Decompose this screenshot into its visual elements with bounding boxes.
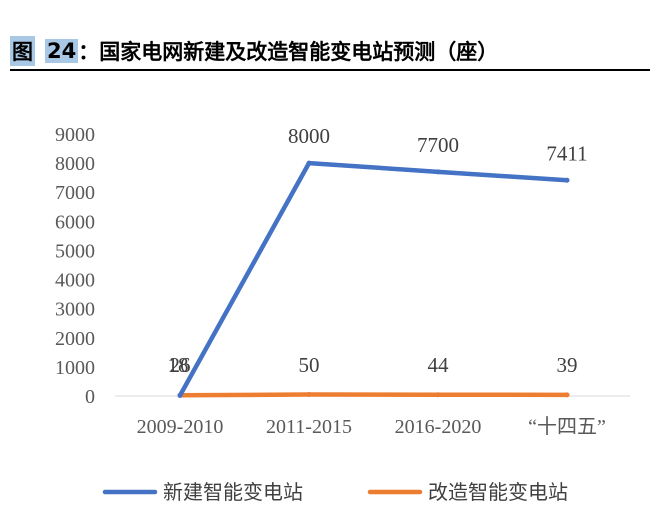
figure-title: 图 24 ：国家电网新建及改造智能变电站预测（座） bbox=[10, 34, 650, 71]
x-axis-ticks: 2009-2010 2011-2015 2016-2020 “十四五” bbox=[137, 415, 606, 438]
y-tick-label: 5000 bbox=[55, 240, 95, 262]
data-point bbox=[306, 160, 312, 166]
data-label: 7411 bbox=[546, 141, 587, 165]
series-layer bbox=[177, 160, 570, 398]
y-tick-label: 8000 bbox=[55, 153, 95, 175]
data-label: 44 bbox=[428, 353, 450, 377]
y-tick-label: 2000 bbox=[55, 328, 95, 350]
figure-title-text: ：国家电网新建及改造智能变电站预测（座） bbox=[78, 40, 499, 64]
data-label: 18 bbox=[168, 353, 189, 377]
title-rule bbox=[10, 69, 650, 71]
y-tick-label: 4000 bbox=[55, 270, 95, 292]
data-point bbox=[435, 169, 441, 175]
legend: 新建智能变电站 改造智能变电站 bbox=[102, 480, 568, 504]
series-line-2 bbox=[177, 392, 570, 398]
data-labels: 18 8000 7700 7411 26 50 44 39 bbox=[168, 124, 588, 377]
data-point bbox=[306, 392, 312, 398]
figure-label: 图 bbox=[10, 36, 35, 66]
series-line-1 bbox=[177, 160, 570, 398]
data-label: 26 bbox=[170, 353, 191, 377]
y-tick-label: 7000 bbox=[55, 182, 95, 204]
data-point bbox=[564, 392, 570, 398]
figure-number: 24 bbox=[45, 39, 79, 63]
data-point bbox=[435, 392, 441, 398]
data-label: 50 bbox=[299, 353, 320, 377]
y-tick-label: 6000 bbox=[55, 211, 95, 233]
data-point bbox=[177, 392, 183, 398]
y-tick-label: 1000 bbox=[55, 357, 95, 379]
data-label: 39 bbox=[557, 353, 578, 377]
data-label: 8000 bbox=[288, 124, 330, 148]
x-tick-label: 2009-2010 bbox=[137, 416, 224, 438]
data-point bbox=[564, 177, 570, 183]
legend-label: 新建智能变电站 bbox=[163, 480, 303, 504]
x-tick-label: “十四五” bbox=[528, 415, 606, 438]
x-tick-label: 2016-2020 bbox=[395, 416, 482, 438]
x-tick-label: 2011-2015 bbox=[266, 416, 352, 438]
y-tick-label: 9000 bbox=[55, 124, 95, 146]
data-label: 7700 bbox=[417, 133, 459, 157]
legend-label: 改造智能变电站 bbox=[428, 480, 568, 504]
y-axis-ticks: 0 1000 2000 3000 4000 5000 6000 7000 8000 9000 bbox=[55, 124, 95, 408]
y-tick-label: 0 bbox=[85, 386, 95, 408]
y-tick-label: 3000 bbox=[55, 299, 95, 321]
